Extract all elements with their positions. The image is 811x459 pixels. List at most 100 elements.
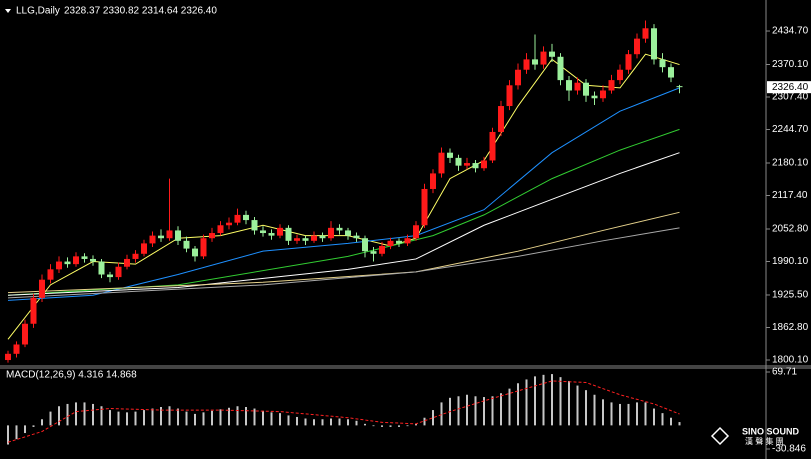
candle-body <box>617 69 623 81</box>
candle-body <box>149 235 156 244</box>
candle-body <box>566 80 572 91</box>
moving-average <box>7 128 680 296</box>
logo-sub: 漢 聲 集 團 <box>745 436 784 446</box>
y-tick-label: 1925.50 <box>772 290 809 301</box>
logo: SINO SOUND 漢 聲 集 團 <box>710 426 800 446</box>
candle-body <box>345 230 351 236</box>
candle-body <box>302 238 309 241</box>
candle-body <box>5 353 11 361</box>
y-tick-label: 2180.10 <box>772 158 809 169</box>
candle-body <box>489 131 496 161</box>
candle-body <box>47 269 54 280</box>
candle-body <box>540 51 547 65</box>
candle-body <box>56 261 62 270</box>
candle-body <box>336 227 343 231</box>
candle-body <box>362 238 368 252</box>
candle-body <box>651 28 657 60</box>
candle-body <box>379 245 385 254</box>
candle-body <box>583 82 589 96</box>
logo-name: SINO SOUND <box>742 426 800 436</box>
candle-body <box>132 253 139 259</box>
candle-body <box>430 173 436 189</box>
candle-body <box>251 220 258 231</box>
moving-average <box>7 211 680 294</box>
candle-body <box>523 59 530 70</box>
candle-body <box>481 160 487 169</box>
candle-body <box>455 157 462 166</box>
candle-body <box>81 256 88 259</box>
macd-title: MACD(12,26,9) 4.316 14.868 <box>6 370 137 381</box>
candle-body <box>115 266 122 278</box>
candle-body <box>234 214 241 223</box>
candle-body <box>243 214 249 221</box>
candle-body <box>124 258 130 267</box>
candle-body <box>413 225 419 239</box>
y-tick-label: -30.846 <box>772 444 806 455</box>
candle-body <box>183 240 190 249</box>
candle-body <box>260 230 266 234</box>
candle-body <box>30 297 37 324</box>
candle-body <box>73 256 79 265</box>
candle-body <box>404 238 411 244</box>
candle-body <box>557 56 564 81</box>
candle-body <box>634 38 640 55</box>
candle-body <box>107 274 113 278</box>
price-marker-box <box>767 81 811 94</box>
candle-body <box>294 238 300 241</box>
ohlc: 2328.37 2330.82 2314.64 2326.40 <box>64 6 217 17</box>
candle-body <box>506 85 513 107</box>
candle-body <box>659 59 666 68</box>
candle-body <box>515 69 521 86</box>
candle-body <box>217 225 224 234</box>
y-tick-label: 2117.40 <box>772 190 808 201</box>
candle-body <box>370 251 377 254</box>
candle-body <box>175 230 181 241</box>
candle-body <box>277 227 283 236</box>
candle-body <box>396 240 402 244</box>
candle-body <box>353 235 360 239</box>
y-tick-label: 2370.10 <box>772 59 809 70</box>
candle-body <box>642 28 649 39</box>
candle-body <box>676 86 683 88</box>
y-tick-label: 69.71 <box>772 367 797 378</box>
y-tick-label: 2244.70 <box>772 124 809 135</box>
candle-body <box>574 82 581 91</box>
candle-body <box>311 235 317 241</box>
moving-average <box>7 227 680 299</box>
candle-body <box>192 248 198 257</box>
moving-average <box>7 87 680 301</box>
candle-body <box>268 233 275 236</box>
candle-body <box>328 227 334 239</box>
candle-body <box>64 261 71 265</box>
candle-body <box>438 152 445 174</box>
menu-arrow <box>5 9 11 13</box>
candle-body <box>447 152 453 158</box>
y-tick-label: 1990.10 <box>772 256 809 267</box>
candle-body <box>141 243 147 254</box>
candle-body <box>22 323 28 345</box>
candle-body <box>498 106 504 132</box>
y-tick-label: 1862.80 <box>772 322 809 333</box>
candle-body <box>209 233 215 239</box>
candle-body <box>13 344 20 354</box>
candle-body <box>39 279 45 298</box>
candle-body <box>285 227 292 241</box>
candle-body <box>166 230 173 239</box>
logo-icon <box>710 426 730 446</box>
y-tick-label: 2434.70 <box>772 26 809 37</box>
candle-body <box>472 163 479 169</box>
candle-body <box>421 188 428 226</box>
candle-body <box>200 238 207 257</box>
candle-body <box>549 51 555 57</box>
candle-body <box>591 95 598 99</box>
y-tick-label: 2307.40 <box>772 92 809 103</box>
price-marker-label: 2326.40 <box>772 82 809 93</box>
candle-body <box>668 67 674 78</box>
candle-body <box>625 54 632 70</box>
candle-body <box>464 163 470 166</box>
candle-body <box>319 235 326 239</box>
y-tick-label: 1800.10 <box>772 355 809 366</box>
